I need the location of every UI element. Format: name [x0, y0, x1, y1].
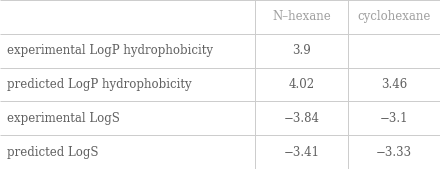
- Text: 4.02: 4.02: [288, 78, 315, 91]
- Text: 3.46: 3.46: [381, 78, 407, 91]
- Text: −3.33: −3.33: [376, 146, 412, 159]
- Text: N–hexane: N–hexane: [272, 10, 331, 23]
- Text: −3.84: −3.84: [283, 112, 319, 125]
- Text: experimental LogS: experimental LogS: [7, 112, 120, 125]
- Text: cyclohexane: cyclohexane: [357, 10, 430, 23]
- Text: predicted LogP hydrophobicity: predicted LogP hydrophobicity: [7, 78, 191, 91]
- Text: −3.1: −3.1: [380, 112, 408, 125]
- Text: −3.41: −3.41: [283, 146, 319, 159]
- Text: experimental LogP hydrophobicity: experimental LogP hydrophobicity: [7, 44, 213, 57]
- Text: predicted LogS: predicted LogS: [7, 146, 98, 159]
- Text: 3.9: 3.9: [292, 44, 311, 57]
